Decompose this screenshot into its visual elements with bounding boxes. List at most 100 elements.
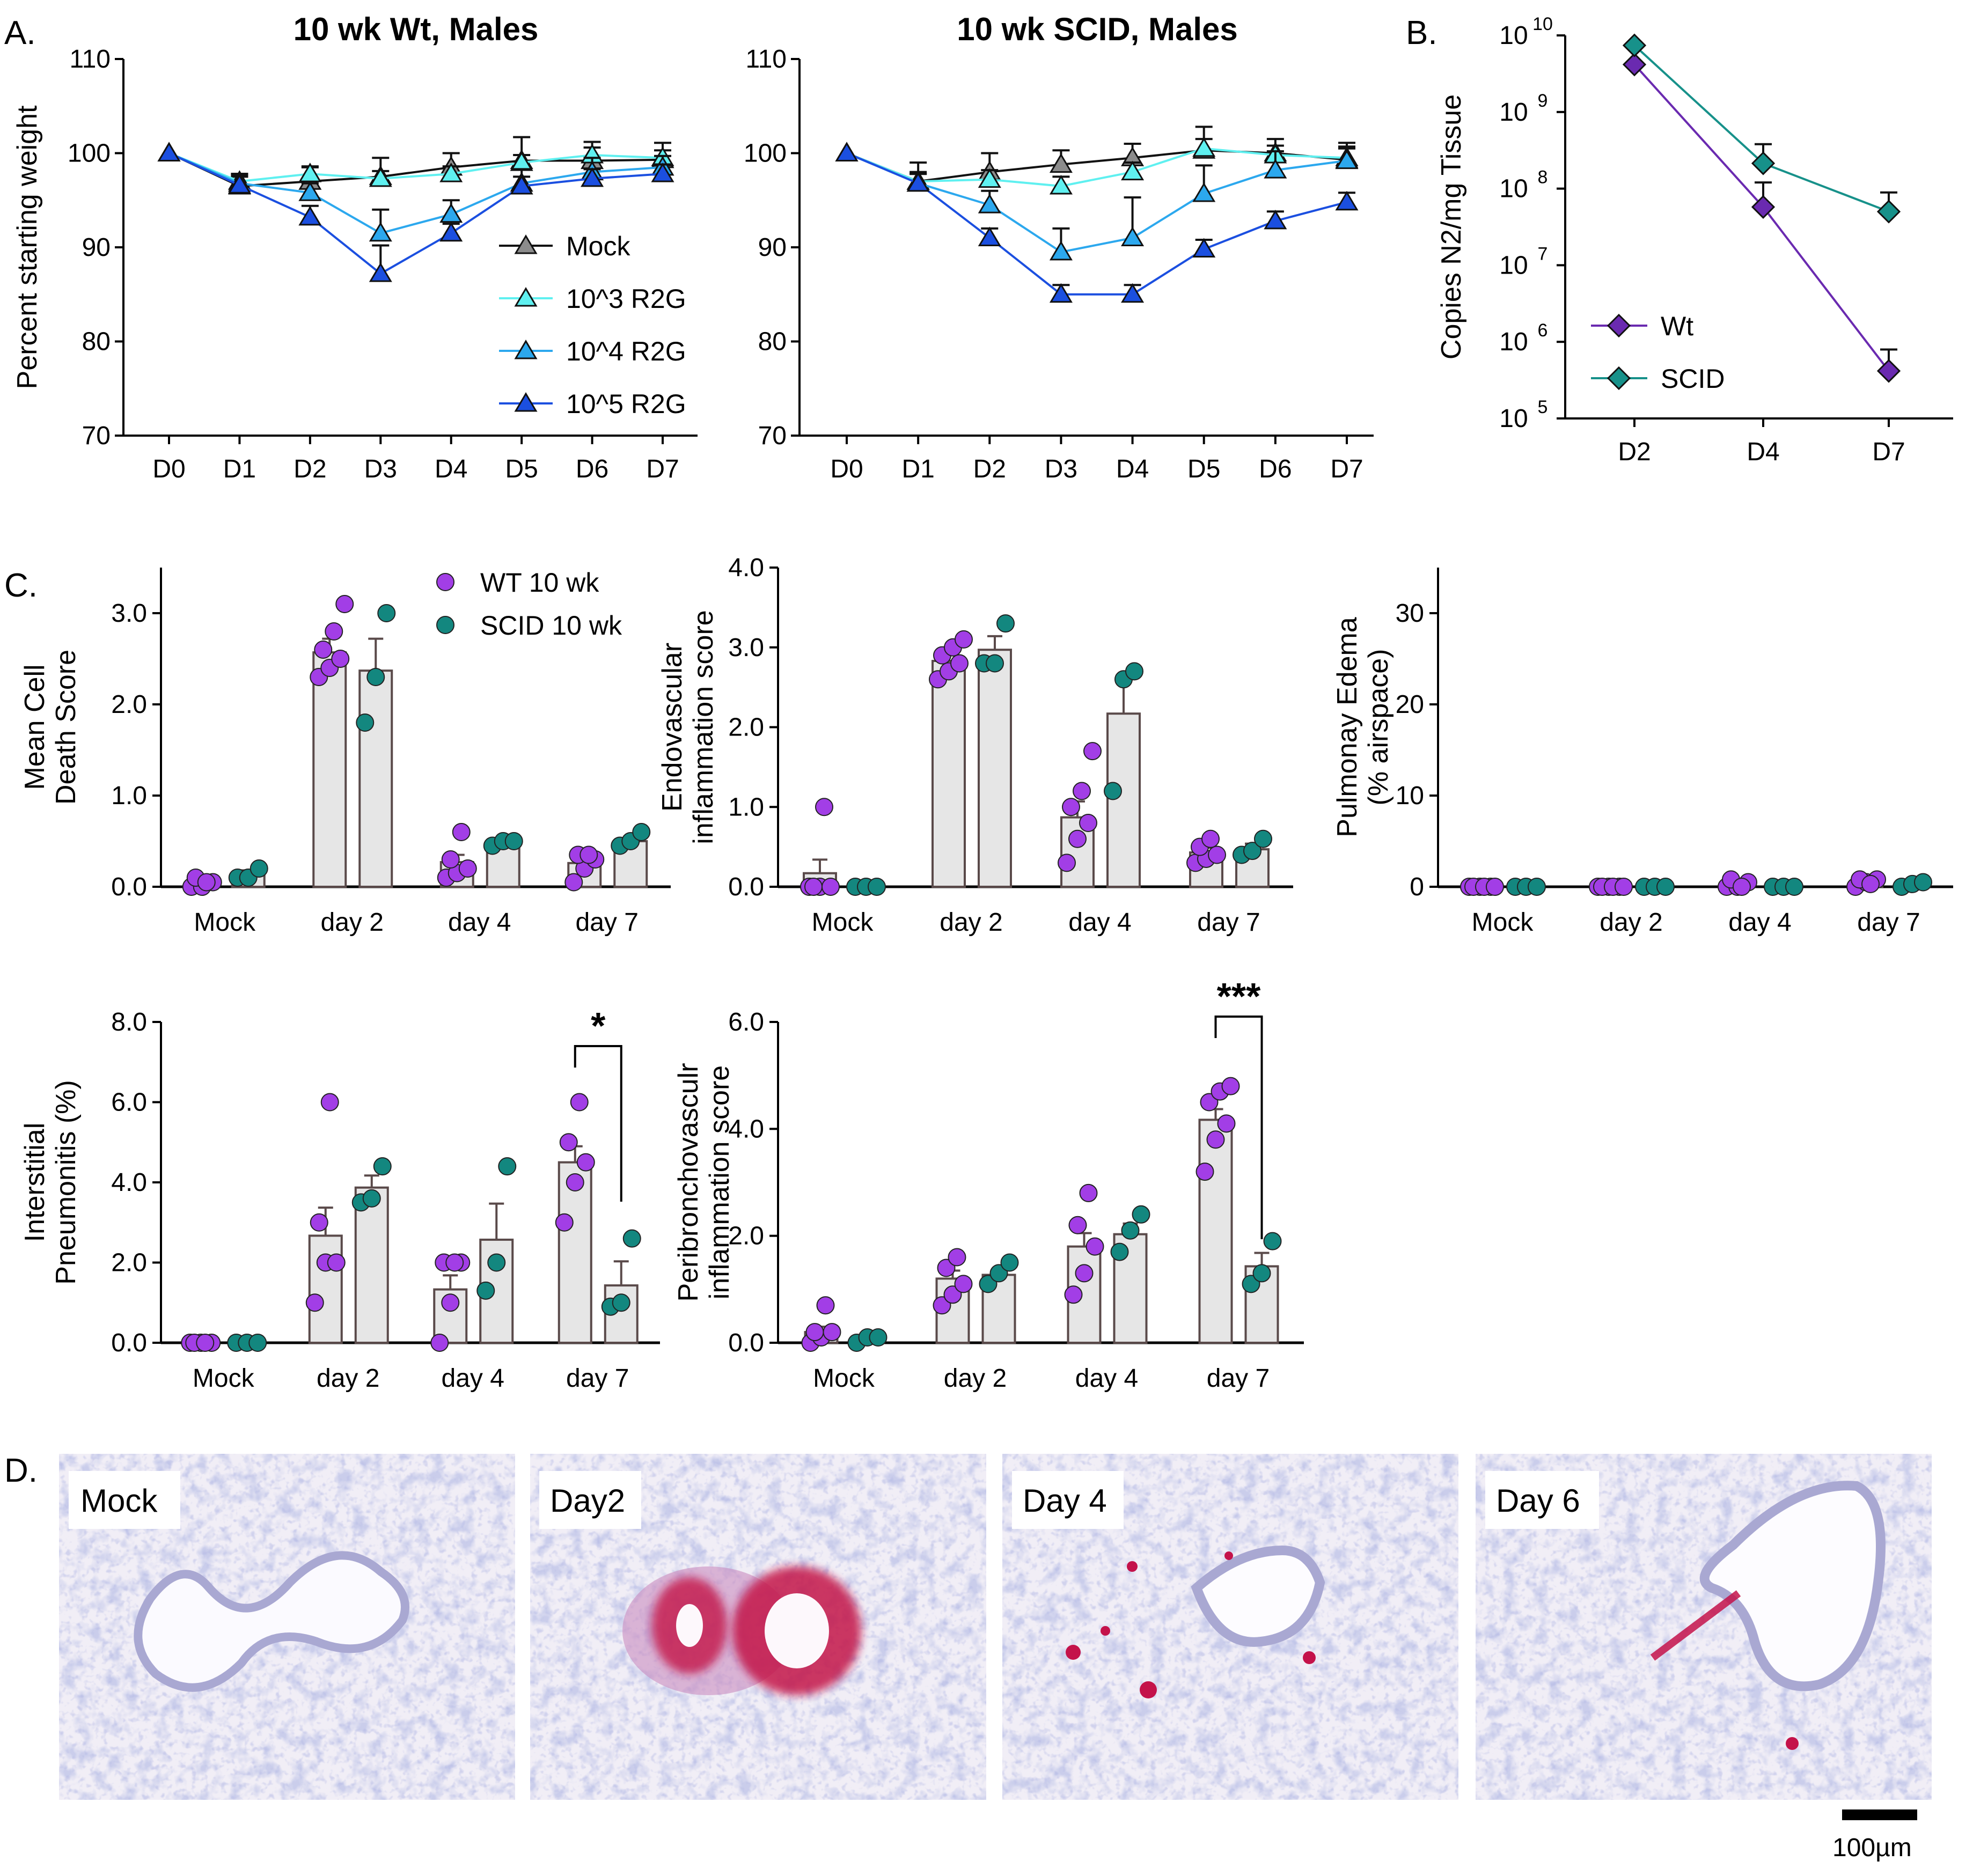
data-point (1252, 1264, 1271, 1283)
y-tick-base: 10 (1499, 21, 1528, 50)
x-tick-label: day 2 (317, 1364, 379, 1393)
series-line (846, 147, 1347, 187)
series-line (846, 152, 1347, 253)
data-point (1876, 359, 1901, 383)
y-tick-label: 3.0 (111, 599, 147, 628)
bar (558, 1161, 592, 1344)
micrograph-day4: Day 4 (1002, 1454, 1458, 1800)
legend-label: 10^3 R2G (566, 284, 686, 314)
y-tick-exponent: 10 (1532, 14, 1553, 34)
y-tick-exponent: 6 (1538, 320, 1548, 341)
bar (978, 649, 1012, 888)
bar (1198, 1119, 1233, 1344)
y-axis-label: InterstitialPneumonitis (%) (19, 1080, 82, 1284)
data-point (1085, 1237, 1104, 1256)
x-tick-label: day 7 (1857, 908, 1920, 937)
y-tick-exponent: 8 (1538, 167, 1548, 188)
y-axis-label: Mean CellDeath Score (19, 650, 82, 805)
data-point (430, 1334, 449, 1352)
data-point (581, 167, 604, 187)
data-point (1075, 1264, 1094, 1283)
data-point (1528, 878, 1546, 896)
data-point (986, 654, 1004, 673)
y-tick-label: 10 (1396, 782, 1424, 810)
data-point (1733, 878, 1751, 896)
chart-a2-weight-scid: 10 wk SCID, Males 70 80 90 100 110 D0 D1 D2 D3 D4 D… (744, 11, 1374, 483)
series-line (168, 152, 663, 275)
data-point (373, 1157, 392, 1176)
data-point (1751, 195, 1776, 219)
x-tick-label: day 4 (442, 1364, 504, 1393)
y-axis-label: Endovascularinflammation score (657, 610, 719, 844)
x-tick-label: D0 (830, 455, 863, 483)
data-point (1104, 782, 1122, 800)
data-point (1064, 1285, 1083, 1304)
data-point (1264, 209, 1287, 230)
data-point (1049, 240, 1073, 261)
y-tick-label: 6.0 (111, 1088, 147, 1117)
data-point (439, 222, 463, 242)
data-point (1073, 782, 1091, 800)
y-tick-label: 90 (82, 233, 111, 262)
data-point (1243, 842, 1261, 860)
data-point (566, 1173, 584, 1191)
series-line (846, 149, 1347, 183)
data-point (1622, 33, 1647, 57)
y-tick-base: 10 (1499, 175, 1528, 203)
x-tick-label: D5 (505, 455, 538, 483)
y-axis-label: Copies N2/mg Tissue (1436, 94, 1467, 359)
x-tick-label: day 7 (566, 1364, 629, 1393)
data-point (1335, 149, 1359, 170)
chart-c1-cell-death: 0.0 1.0 2.0 3.0 Mean CellDeath Score Mock day … (19, 568, 671, 937)
data-point (996, 614, 1015, 633)
legend-marker (1607, 313, 1631, 338)
data-point (1125, 662, 1143, 681)
data-point (369, 262, 392, 282)
data-point (978, 226, 1001, 246)
chart-title: 10 wk SCID, Males (957, 11, 1238, 47)
panel-letter-a: A. (4, 14, 36, 52)
data-point (476, 1281, 495, 1300)
data-point (1132, 1205, 1150, 1224)
y-axis-label: Peribronchovasculrinflammation score (673, 1063, 735, 1301)
data-point (314, 641, 333, 659)
x-tick-label: day 4 (448, 908, 511, 937)
y-tick-label: 8.0 (111, 1008, 147, 1036)
data-point (248, 1334, 267, 1352)
y-tick-label: 20 (1396, 690, 1424, 719)
x-tick-label: D4 (435, 455, 467, 483)
data-point (1861, 874, 1880, 893)
data-point (1264, 159, 1287, 179)
data-point (978, 168, 1001, 188)
y-tick-base: 10 (1499, 98, 1528, 127)
data-point (1254, 829, 1272, 848)
data-point (356, 713, 375, 732)
x-tick-label: day 2 (1600, 908, 1662, 937)
data-point (504, 832, 523, 850)
data-point (835, 142, 859, 162)
y-tick-label: 70 (82, 422, 111, 450)
y-tick-base: 10 (1499, 404, 1528, 433)
y-tick-label: 0 (1410, 873, 1424, 901)
legend-label: 10^4 R2G (566, 336, 686, 366)
data-point (1217, 1114, 1236, 1133)
y-tick-label: 6.0 (728, 1008, 764, 1036)
data-point (1656, 878, 1675, 896)
legend-label: SCID (1661, 364, 1725, 394)
y-tick-label: 80 (82, 328, 111, 356)
y-tick-label: 0.0 (728, 1329, 764, 1357)
x-tick-label: D3 (1045, 455, 1077, 483)
x-tick-label: D7 (646, 455, 679, 483)
data-point (805, 1323, 824, 1342)
bar (312, 651, 347, 888)
y-tick-label: 100 (68, 139, 111, 168)
micrograph-mock: Mock (59, 1454, 515, 1800)
y-tick-label: 90 (758, 233, 787, 262)
y-tick-exponent: 5 (1538, 397, 1548, 417)
x-tick-label: D6 (1259, 455, 1292, 483)
y-tick-base: 10 (1499, 328, 1528, 356)
x-tick-label: Mock (812, 908, 874, 937)
bar (358, 670, 393, 888)
data-point (439, 163, 463, 182)
